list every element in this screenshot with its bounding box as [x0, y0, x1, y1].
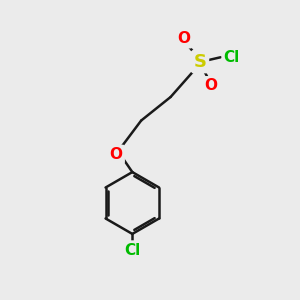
Text: O: O: [177, 31, 190, 46]
Text: S: S: [194, 53, 207, 71]
Text: Cl: Cl: [224, 50, 240, 65]
Text: Cl: Cl: [124, 243, 140, 258]
Text: O: O: [204, 78, 217, 93]
Text: O: O: [110, 147, 123, 162]
